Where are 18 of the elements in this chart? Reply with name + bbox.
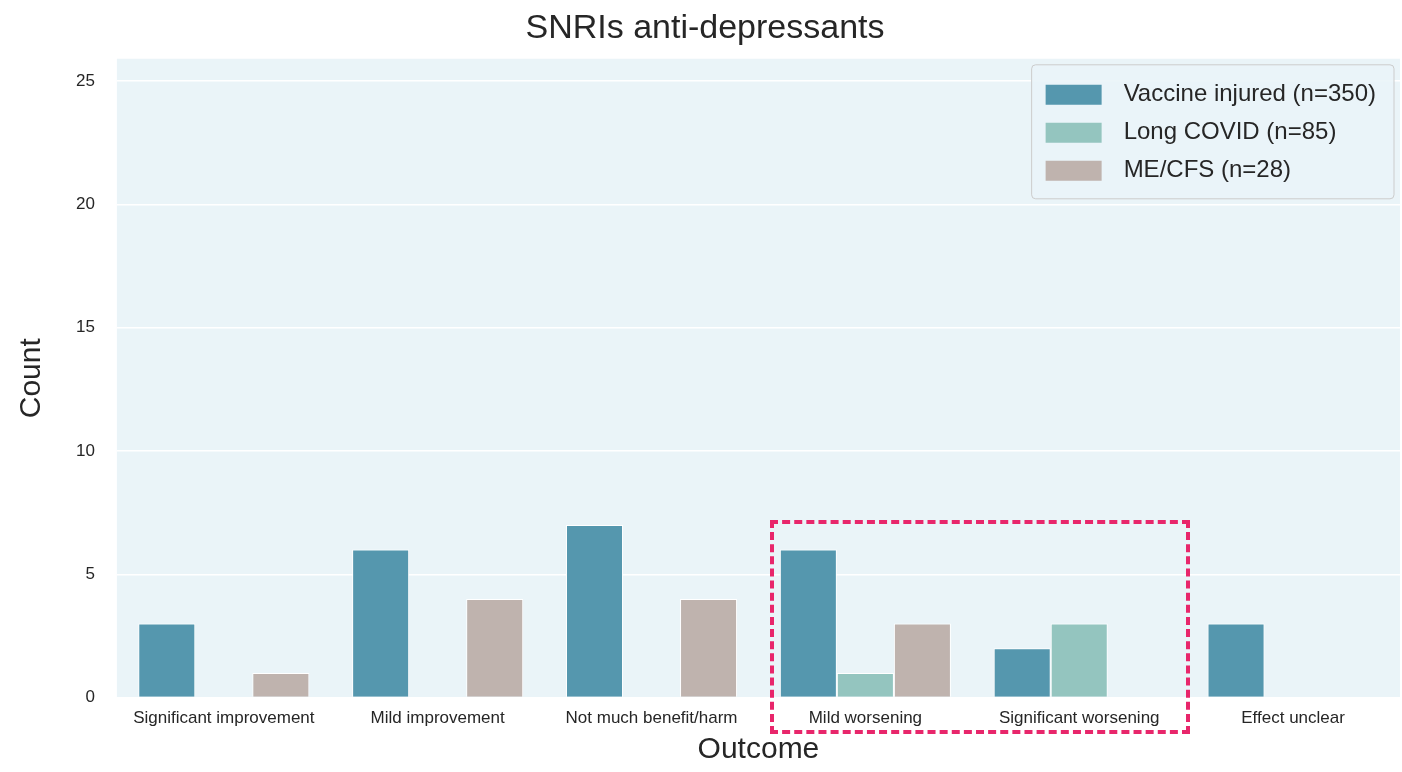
x-tick-label: Significant worsening: [998, 708, 1160, 728]
chart-title: SNRIs anti-depressants: [525, 6, 885, 45]
x-tick-label: Significant improvement: [133, 708, 315, 728]
y-tick-label: 25: [75, 70, 95, 90]
legend-label: Vaccine injured (n=350): [1123, 79, 1376, 107]
x-tick-label: Effect unclear: [1241, 708, 1346, 728]
y-axis-title: Count: [13, 337, 47, 419]
x-tick-label: Not much benefit/harm: [565, 708, 738, 728]
y-tick-label: 0: [85, 687, 95, 707]
y-tick-label: 5: [85, 563, 95, 583]
y-tick-label: 10: [75, 440, 95, 460]
y-tick-label: 15: [75, 317, 95, 337]
x-axis-title: Outcome: [697, 731, 820, 765]
x-tick-label: Mild improvement: [370, 708, 506, 728]
legend-label: ME/CFS (n=28): [1123, 155, 1292, 183]
y-tick-label: 20: [75, 194, 95, 214]
x-tick-label: Mild worsening: [808, 708, 923, 728]
legend-label: Long COVID (n=85): [1123, 117, 1337, 145]
